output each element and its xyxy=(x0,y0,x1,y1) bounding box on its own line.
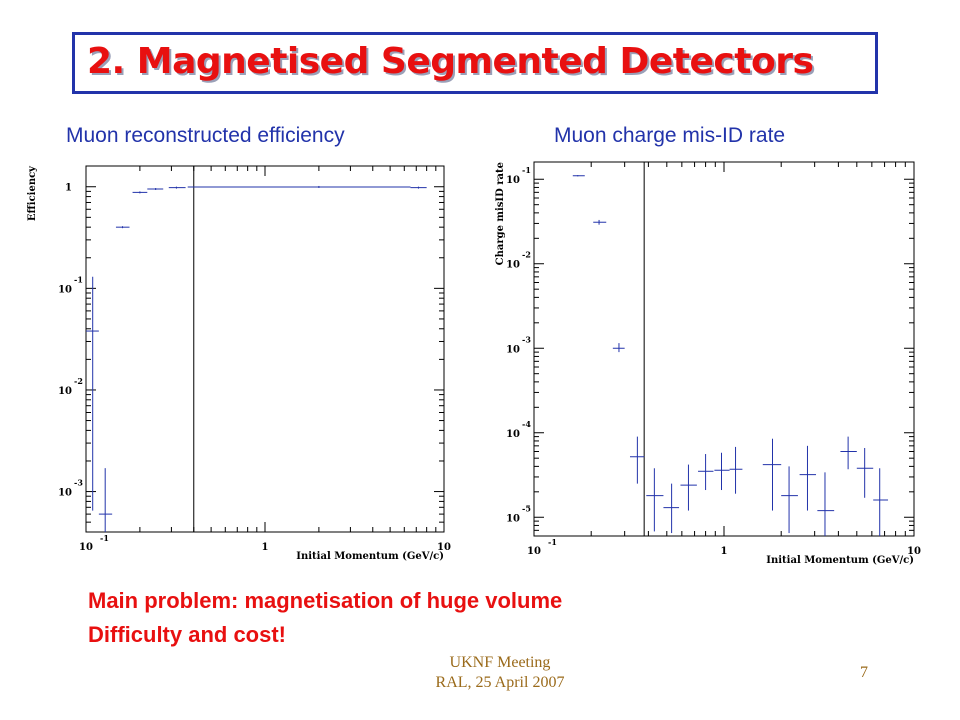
data-point xyxy=(873,468,889,536)
data-point xyxy=(680,464,697,511)
y-axis-label: Efficiency xyxy=(27,165,38,221)
x-tick-label: 10 xyxy=(527,546,541,557)
footer-meeting: UKNF Meeting xyxy=(449,654,551,671)
data-point xyxy=(187,185,411,188)
x-tick-label: 1 xyxy=(721,546,728,557)
x-axis-label: Initial Momentum (GeV/c) xyxy=(296,551,444,562)
data-point xyxy=(629,436,645,484)
y-tick-label-exponent: -4 xyxy=(522,419,531,429)
y-tick-label-exponent: -3 xyxy=(522,334,531,344)
efficiency-chart-caption: Muon reconstructed efficiency xyxy=(66,124,345,147)
y-tick-label-exponent: -1 xyxy=(74,274,83,284)
y-tick-label-exponent: -2 xyxy=(522,250,531,260)
y-tick-label-exponent: -3 xyxy=(74,478,83,488)
y-axis-label: Charge misID rate xyxy=(495,162,506,265)
data-point xyxy=(86,276,99,511)
title-box: 2. Magnetised Segmented Detectors xyxy=(72,32,878,94)
plot-frame xyxy=(85,165,445,533)
data-point xyxy=(147,188,164,191)
y-tick-label: 10 xyxy=(506,175,520,186)
data-point xyxy=(729,446,743,494)
data-point xyxy=(612,343,625,353)
data-point xyxy=(132,191,148,194)
y-tick-label-exponent: -5 xyxy=(522,503,531,513)
footer: UKNF Meeting RAL, 25 April 2007 xyxy=(410,653,590,693)
footer-venue-date: RAL, 25 April 2007 xyxy=(435,674,565,691)
data-point xyxy=(98,468,113,532)
x-tick-label: 10 xyxy=(437,542,451,553)
data-point xyxy=(115,226,130,229)
data-point xyxy=(410,186,427,189)
y-tick-label: 10 xyxy=(58,386,72,397)
data-point xyxy=(762,438,782,511)
y-tick-label-exponent: -2 xyxy=(74,376,83,386)
y-tick-label: 10 xyxy=(58,488,72,499)
data-point xyxy=(646,468,664,532)
y-tick-label: 10 xyxy=(506,260,520,271)
y-tick-label: 10 xyxy=(506,429,520,440)
plot-frame xyxy=(533,161,915,537)
data-point xyxy=(593,219,607,225)
x-axis-label: Initial Momentum (GeV/c) xyxy=(766,555,914,566)
data-point xyxy=(663,483,680,534)
data-point xyxy=(572,175,585,177)
y-tick-label: 10 xyxy=(58,284,72,295)
data-point xyxy=(799,445,817,511)
data-point xyxy=(698,454,714,491)
data-point xyxy=(714,452,730,491)
data-point xyxy=(856,448,874,498)
misid-chart-caption: Muon charge mis-ID rate xyxy=(554,124,786,147)
y-tick-label: 1 xyxy=(65,183,72,194)
x-tick-label: 10 xyxy=(907,546,921,557)
y-tick-label: 10 xyxy=(506,344,520,355)
data-point xyxy=(817,472,835,536)
x-tick-label: 10 xyxy=(79,542,93,553)
main-problem-note: Main problem: magnetisation of huge volu… xyxy=(88,588,563,613)
slide-title: 2. Magnetised Segmented Detectors xyxy=(87,41,814,82)
x-tick-label: 1 xyxy=(262,542,269,553)
x-tick-label-exponent: -1 xyxy=(100,533,109,543)
y-tick-label: 10 xyxy=(506,513,520,524)
x-tick-label-exponent: -1 xyxy=(548,537,557,547)
data-point xyxy=(840,436,857,470)
difficulty-note: Difficulty and cost! xyxy=(88,622,287,647)
data-point xyxy=(781,466,798,534)
page-number: 7 xyxy=(860,664,868,681)
y-tick-label-exponent: -1 xyxy=(522,165,531,175)
data-point xyxy=(168,186,186,189)
